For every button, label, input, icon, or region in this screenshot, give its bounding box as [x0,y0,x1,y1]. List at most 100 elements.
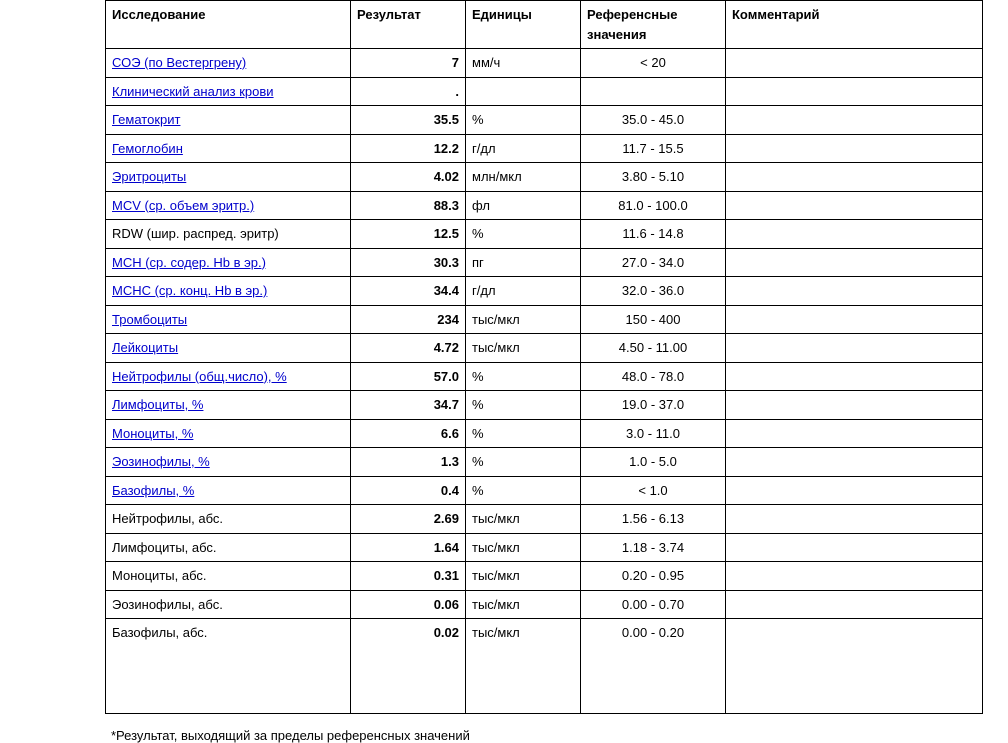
cell-unit: % [466,362,581,391]
cell-comment [726,77,983,106]
test-name-link[interactable]: Эритроциты [112,169,186,184]
test-name-link[interactable]: Моноциты, % [112,426,193,441]
cell-test-name: Лимфоциты, абс. [106,533,351,562]
cell-result: 34.4 [351,277,466,306]
cell-test-name: Нейтрофилы (общ.число), % [106,362,351,391]
header-comment: Комментарий [726,1,983,49]
cell-test-name: Базофилы, % [106,476,351,505]
cell-comment [726,362,983,391]
cell-reference-range: < 1.0 [581,476,726,505]
header-result: Результат [351,1,466,49]
cell-test-name: MCH (ср. содер. Hb в эр.) [106,248,351,277]
cell-test-name: MCHC (ср. конц. Hb в эр.) [106,277,351,306]
lab-results-table: Исследование Результат Единицы Референсн… [105,0,983,714]
cell-reference-range: 3.80 - 5.10 [581,163,726,192]
footnote-text: *Результат, выходящий за пределы референ… [111,728,983,743]
cell-result: 0.31 [351,562,466,591]
test-name-link[interactable]: Тромбоциты [112,312,187,327]
test-name-link[interactable]: Лейкоциты [112,340,178,355]
cell-comment [726,49,983,78]
cell-result: 1.3 [351,448,466,477]
table-row: Эозинофилы, %1.3%1.0 - 5.0 [106,448,983,477]
table-row: RDW (шир. распред. эритр)12.5%11.6 - 14.… [106,220,983,249]
test-name-link[interactable]: MCH (ср. содер. Hb в эр.) [112,255,266,270]
cell-unit: % [466,419,581,448]
cell-result: 30.3 [351,248,466,277]
cell-test-name: Гемоглобин [106,134,351,163]
test-name-link[interactable]: MCHC (ср. конц. Hb в эр.) [112,283,267,298]
cell-reference-range: 11.6 - 14.8 [581,220,726,249]
cell-reference-range: 1.56 - 6.13 [581,505,726,534]
cell-test-name: Гематокрит [106,106,351,135]
cell-result: 88.3 [351,191,466,220]
test-name-link[interactable]: Базофилы, % [112,483,194,498]
lab-report-page: Исследование Результат Единицы Референсн… [0,0,1008,743]
cell-comment [726,505,983,534]
cell-reference-range: 0.20 - 0.95 [581,562,726,591]
cell-test-name: Моноциты, % [106,419,351,448]
table-row: Моноциты, %6.6%3.0 - 11.0 [106,419,983,448]
cell-result: 7 [351,49,466,78]
cell-unit: мм/ч [466,49,581,78]
cell-result: 6.6 [351,419,466,448]
cell-test-name: Лимфоциты, % [106,391,351,420]
cell-test-name: RDW (шир. распред. эритр) [106,220,351,249]
test-name-link[interactable]: Нейтрофилы (общ.число), % [112,369,287,384]
test-name-link[interactable]: Гемоглобин [112,141,183,156]
cell-test-name: Моноциты, абс. [106,562,351,591]
cell-unit: % [466,448,581,477]
table-row: Базофилы, абс.0.02тыс/мкл0.00 - 0.20 [106,619,983,714]
cell-reference-range: 11.7 - 15.5 [581,134,726,163]
cell-reference-range: 0.00 - 0.20 [581,619,726,714]
test-name-link[interactable]: Лимфоциты, % [112,397,203,412]
test-name-text: RDW (шир. распред. эритр) [112,226,279,241]
cell-test-name: Базофилы, абс. [106,619,351,714]
cell-reference-range: 0.00 - 0.70 [581,590,726,619]
cell-test-name: Лейкоциты [106,334,351,363]
cell-comment [726,277,983,306]
cell-test-name: Эозинофилы, абс. [106,590,351,619]
cell-test-name: Тромбоциты [106,305,351,334]
test-name-text: Лимфоциты, абс. [112,540,217,555]
cell-unit: % [466,220,581,249]
cell-result: 4.02 [351,163,466,192]
cell-unit: тыс/мкл [466,619,581,714]
table-header-row: Исследование Результат Единицы Референсн… [106,1,983,49]
table-row: Гематокрит35.5%35.0 - 45.0 [106,106,983,135]
table-row: Эритроциты4.02млн/мкл3.80 - 5.10 [106,163,983,192]
cell-result: 0.02 [351,619,466,714]
cell-comment [726,248,983,277]
test-name-link[interactable]: MCV (ср. объем эритр.) [112,198,254,213]
cell-result: 1.64 [351,533,466,562]
cell-result: 2.69 [351,505,466,534]
table-row: Лейкоциты4.72тыс/мкл4.50 - 11.00 [106,334,983,363]
test-name-link[interactable]: Эозинофилы, % [112,454,210,469]
cell-test-name: MCV (ср. объем эритр.) [106,191,351,220]
cell-reference-range: 27.0 - 34.0 [581,248,726,277]
cell-test-name: СОЭ (по Вестергрену) [106,49,351,78]
cell-comment [726,533,983,562]
test-name-link[interactable]: Клинический анализ крови [112,84,274,99]
table-row: Нейтрофилы (общ.число), %57.0%48.0 - 78.… [106,362,983,391]
test-name-text: Моноциты, абс. [112,568,207,583]
cell-unit: % [466,476,581,505]
cell-reference-range: 32.0 - 36.0 [581,277,726,306]
cell-result: 234 [351,305,466,334]
table-row: Гемоглобин12.2г/дл11.7 - 15.5 [106,134,983,163]
cell-comment [726,191,983,220]
cell-reference-range: 1.18 - 3.74 [581,533,726,562]
cell-reference-range: 81.0 - 100.0 [581,191,726,220]
table-row: Моноциты, абс.0.31тыс/мкл0.20 - 0.95 [106,562,983,591]
table-row: Базофилы, %0.4%< 1.0 [106,476,983,505]
test-name-link[interactable]: СОЭ (по Вестергрену) [112,55,246,70]
test-name-link[interactable]: Гематокрит [112,112,180,127]
table-row: Нейтрофилы, абс. 2.69тыс/мкл1.56 - 6.13 [106,505,983,534]
cell-reference-range: 150 - 400 [581,305,726,334]
cell-unit: г/дл [466,277,581,306]
table-row: Клинический анализ крови. [106,77,983,106]
header-unit: Единицы [466,1,581,49]
test-name-text: Нейтрофилы, абс. [112,511,223,526]
cell-unit: тыс/мкл [466,505,581,534]
cell-comment [726,391,983,420]
table-row: СОЭ (по Вестергрену)7мм/ч< 20 [106,49,983,78]
